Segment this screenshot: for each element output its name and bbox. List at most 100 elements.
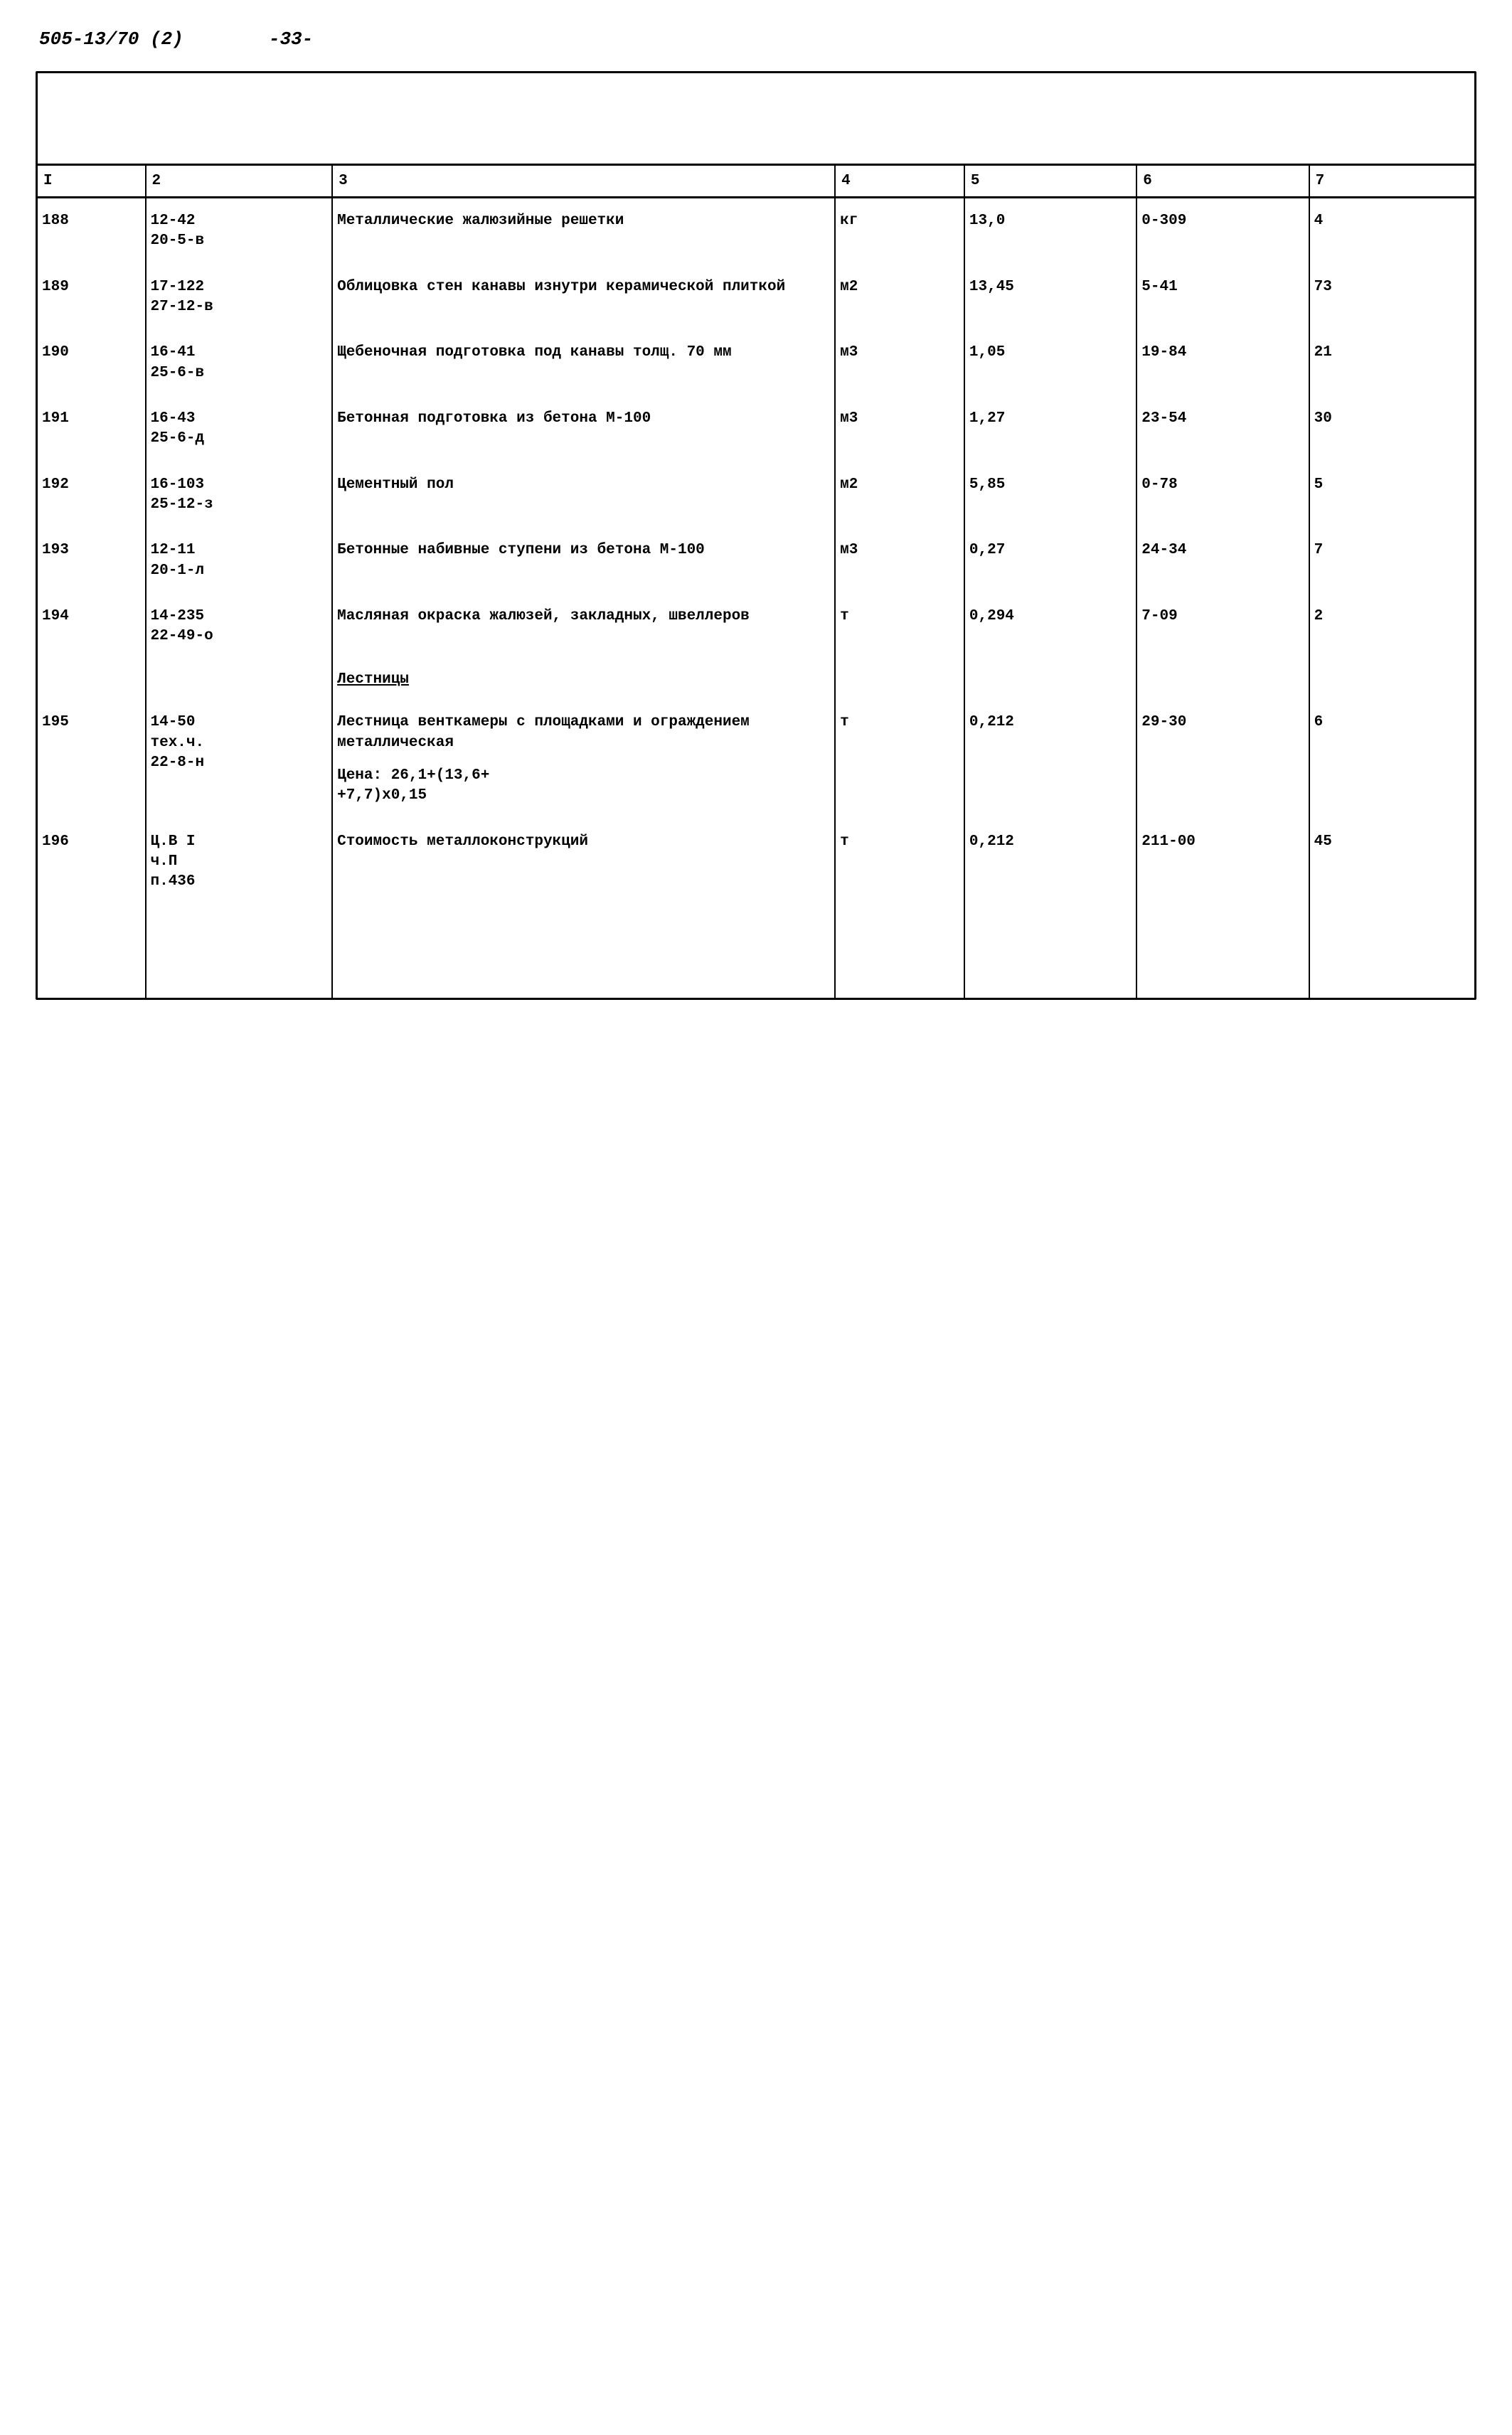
cell-description: Бетонная подготовка из бетона М-100 — [332, 396, 835, 462]
cell-price: 7-09 — [1136, 594, 1309, 660]
cell-description: Лестница венткамеры с площадками и ограж… — [332, 700, 835, 819]
cell-code: 16-41 25-6-в — [146, 330, 333, 396]
cell-unit: кг — [835, 198, 964, 265]
table-row: 19414-235 22-49-оМасляная окраска жалюзе… — [38, 594, 1474, 660]
col-header-3: 3 — [332, 166, 835, 198]
cell-description: Щебеночная подготовка под канавы толщ. 7… — [332, 330, 835, 396]
cell-code: 12-42 20-5-в — [146, 198, 333, 265]
cell-index: 194 — [38, 594, 146, 660]
cell-price: 0-309 — [1136, 198, 1309, 265]
table-row: 19016-41 25-6-вЩебеночная подготовка под… — [38, 330, 1474, 396]
empty-cell — [835, 905, 964, 998]
cell-unit: м2 — [835, 265, 964, 331]
empty-cell — [835, 660, 964, 700]
cell-description: Облицовка стен канавы изнутри керамическ… — [332, 265, 835, 331]
cell-price: 24-34 — [1136, 528, 1309, 594]
cell-price: 5-41 — [1136, 265, 1309, 331]
cell-qty: 0,27 — [964, 528, 1136, 594]
cell-unit: м2 — [835, 462, 964, 528]
cell-price: 19-84 — [1136, 330, 1309, 396]
section-title: Лестницы — [332, 660, 835, 700]
cell-total: 30 — [1309, 396, 1474, 462]
cell-qty: 1,05 — [964, 330, 1136, 396]
section-row: Лестницы — [38, 660, 1474, 700]
cell-code: 12-11 20-1-л — [146, 528, 333, 594]
table-row: 19312-11 20-1-лБетонные набивные ступени… — [38, 528, 1474, 594]
table-container: I 2 3 4 5 6 7 18812-42 20-5-вМеталлическ… — [36, 71, 1476, 1000]
cell-total: 4 — [1309, 198, 1474, 265]
table-top-spacer — [38, 73, 1474, 166]
cell-qty: 1,27 — [964, 396, 1136, 462]
cell-index: 193 — [38, 528, 146, 594]
cell-total: 21 — [1309, 330, 1474, 396]
cell-description: Масляная окраска жалюзей, закладных, шве… — [332, 594, 835, 660]
empty-cell — [38, 905, 146, 998]
table-body: 18812-42 20-5-вМеталлические жалюзийные … — [38, 198, 1474, 998]
cell-qty: 0,212 — [964, 819, 1136, 905]
document-number: 505-13/70 (2) — [39, 28, 183, 50]
cell-price: 0-78 — [1136, 462, 1309, 528]
cell-index: 195 — [38, 700, 146, 819]
col-header-4: 4 — [835, 166, 964, 198]
table-row: 196Ц.В I ч.П п.436Стоимость металлоконст… — [38, 819, 1474, 905]
cell-index: 188 — [38, 198, 146, 265]
page-header: 505-13/70 (2) -33- — [36, 28, 1476, 50]
cell-code: Ц.В I ч.П п.436 — [146, 819, 333, 905]
cell-total: 5 — [1309, 462, 1474, 528]
cell-index: 192 — [38, 462, 146, 528]
cell-code: 16-103 25-12-з — [146, 462, 333, 528]
cell-qty: 0,294 — [964, 594, 1136, 660]
table-row: 19514-50 тех.ч. 22-8-нЛестница венткамер… — [38, 700, 1474, 819]
cell-price: 211-00 — [1136, 819, 1309, 905]
cell-qty: 13,0 — [964, 198, 1136, 265]
cell-description: Бетонные набивные ступени из бетона М-10… — [332, 528, 835, 594]
empty-cell — [38, 660, 146, 700]
cell-total: 6 — [1309, 700, 1474, 819]
cell-qty: 5,85 — [964, 462, 1136, 528]
empty-cell — [1136, 660, 1309, 700]
cell-unit: т — [835, 700, 964, 819]
table-row: 19116-43 25-6-дБетонная подготовка из бе… — [38, 396, 1474, 462]
empty-cell — [146, 905, 333, 998]
table-header-row: I 2 3 4 5 6 7 — [38, 166, 1474, 198]
cell-unit: м3 — [835, 330, 964, 396]
cell-code: 16-43 25-6-д — [146, 396, 333, 462]
cell-price: 23-54 — [1136, 396, 1309, 462]
cell-unit: м3 — [835, 528, 964, 594]
cell-unit: т — [835, 819, 964, 905]
data-table: I 2 3 4 5 6 7 18812-42 20-5-вМеталлическ… — [38, 166, 1474, 998]
table-padding-row — [38, 905, 1474, 998]
cell-code: 14-50 тех.ч. 22-8-н — [146, 700, 333, 819]
cell-code: 14-235 22-49-о — [146, 594, 333, 660]
cell-unit: м3 — [835, 396, 964, 462]
empty-cell — [964, 660, 1136, 700]
col-header-6: 6 — [1136, 166, 1309, 198]
empty-cell — [1309, 905, 1474, 998]
empty-cell — [146, 660, 333, 700]
col-header-7: 7 — [1309, 166, 1474, 198]
page-number: -33- — [269, 28, 313, 50]
cell-qty: 13,45 — [964, 265, 1136, 331]
cell-index: 191 — [38, 396, 146, 462]
cell-description: Стоимость металлоконструкций — [332, 819, 835, 905]
cell-total: 2 — [1309, 594, 1474, 660]
col-header-5: 5 — [964, 166, 1136, 198]
cell-total: 73 — [1309, 265, 1474, 331]
cell-price-formula: Цена: 26,1+(13,6+ +7,7)x0,15 — [337, 766, 830, 806]
cell-total: 7 — [1309, 528, 1474, 594]
table-row: 19216-103 25-12-зЦементный полм25,850-78… — [38, 462, 1474, 528]
col-header-2: 2 — [146, 166, 333, 198]
cell-unit: т — [835, 594, 964, 660]
cell-index: 196 — [38, 819, 146, 905]
cell-description: Цементный пол — [332, 462, 835, 528]
col-header-1: I — [38, 166, 146, 198]
cell-code: 17-122 27-12-в — [146, 265, 333, 331]
cell-index: 189 — [38, 265, 146, 331]
empty-cell — [1136, 905, 1309, 998]
cell-description: Металлические жалюзийные решетки — [332, 198, 835, 265]
empty-cell — [332, 905, 835, 998]
table-row: 18917-122 27-12-вОблицовка стен канавы и… — [38, 265, 1474, 331]
empty-cell — [1309, 660, 1474, 700]
cell-price: 29-30 — [1136, 700, 1309, 819]
cell-qty: 0,212 — [964, 700, 1136, 819]
